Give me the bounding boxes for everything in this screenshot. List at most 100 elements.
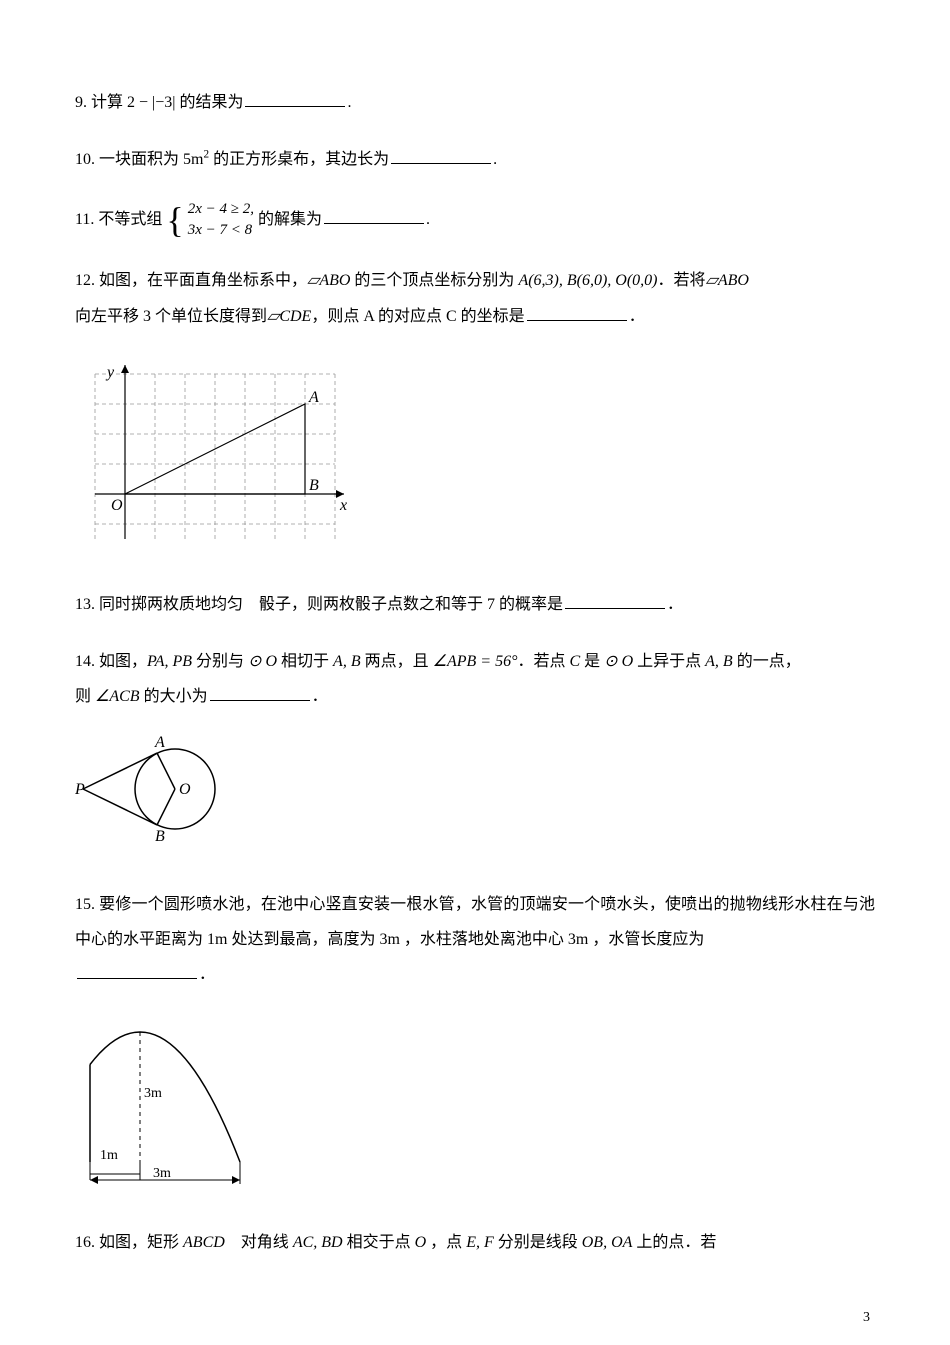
- q10-text: 10. 一块面积为 5m2 的正方形桌布，其边长为.: [75, 151, 497, 168]
- q12-l1p3: ．若将: [658, 272, 706, 289]
- svg-text:O: O: [111, 497, 123, 514]
- q10-blank: [391, 145, 491, 164]
- q11-period: .: [426, 211, 430, 228]
- q9-blank: [245, 88, 345, 107]
- q11-ineq1: 2x − 4 ≥ 2,: [188, 199, 254, 220]
- q12-blank: [527, 301, 627, 320]
- q12-abo2: ▱ABO: [706, 272, 749, 289]
- q11-before: 不等式组: [98, 211, 162, 228]
- question-10: 10. 一块面积为 5m2 的正方形桌布，其边长为.: [75, 142, 875, 177]
- svg-text:3m: 3m: [153, 1166, 171, 1181]
- q12-num: 12.: [75, 272, 95, 289]
- q12-figure: OxyAB: [75, 344, 875, 565]
- q10-num: 10.: [75, 151, 95, 168]
- q14-acb: ∠ACB: [95, 688, 140, 705]
- svg-text:1m: 1m: [100, 1148, 118, 1163]
- q13-blank: [565, 589, 665, 608]
- q16-p5: 分别是线段: [494, 1234, 582, 1251]
- question-13: 13. 同时掷两枚质地均匀 骰子，则两枚骰子点数之和等于 7 的概率是 ．: [75, 587, 875, 622]
- q13-body: 同时掷两枚质地均匀 骰子，则两枚骰子点数之和等于 7 的概率是: [99, 596, 563, 613]
- q9-text: 9. 计算 2 − |−3| 的结果为.: [75, 94, 351, 111]
- q11-brace-content: 2x − 4 ≥ 2, 3x − 7 < 8: [188, 199, 254, 241]
- q16-p2: 对角线: [225, 1234, 293, 1251]
- q11-after: 的解集为: [258, 211, 322, 228]
- question-12: 12. 如图，在平面直角坐标系中，▱ABO 的三个顶点坐标分别为 A(6,3),…: [75, 263, 875, 564]
- q12-abo: ▱ABO: [307, 272, 350, 289]
- q15-num: 15.: [75, 896, 95, 913]
- q11-brace: {: [166, 202, 183, 238]
- question-16: 16. 如图，矩形 ABCD 对角线 AC, BD 相交于点 O ，点 E, F…: [75, 1225, 875, 1260]
- q15-text: 15. 要修一个圆形喷水池，在池中心竖直安装一根水管，水管的顶端安一个喷水头，使…: [75, 887, 875, 957]
- q14-ab2: A, B: [705, 653, 733, 670]
- q14-l1p6: 是: [580, 653, 604, 670]
- q12-coordinate-figure: OxyAB: [75, 344, 355, 554]
- q12-period: ．: [629, 308, 645, 325]
- q12-line2: 向左平移 3 个单位长度得到▱CDE，则点 A 的对应点 C 的坐标是 ．: [75, 299, 875, 334]
- q11-brace-group: { 2x − 4 ≥ 2, 3x − 7 < 8: [166, 199, 254, 241]
- q15-parabola-figure: 3m 1m 3m: [75, 1002, 275, 1192]
- svg-text:A: A: [154, 734, 165, 751]
- q14-l2p2: 的大小为: [140, 688, 208, 705]
- q12-l2p1: 向左平移 3 个单位长度得到: [75, 308, 267, 325]
- svg-text:A: A: [308, 389, 319, 406]
- q16-p6: 上的点．若: [632, 1234, 716, 1251]
- q14-line1: 14. 如图，PA, PB 分别与 ⊙ O 相切于 A, B 两点，且 ∠APB…: [75, 644, 875, 679]
- q11-text: 11. 不等式组 { 2x − 4 ≥ 2, 3x − 7 < 8 的解集为.: [75, 211, 430, 228]
- q14-papb: PA, PB: [147, 653, 192, 670]
- q15-blank: [77, 960, 197, 979]
- q10-expr: 5m: [183, 151, 203, 168]
- q14-circleo: ⊙ O: [248, 653, 277, 670]
- svg-text:3m: 3m: [144, 1086, 162, 1101]
- q14-l1p4: 两点，且: [361, 653, 433, 670]
- question-14: 14. 如图，PA, PB 分别与 ⊙ O 相切于 A, B 两点，且 ∠APB…: [75, 644, 875, 865]
- q13-period: ．: [667, 596, 683, 613]
- q15-period: ．: [199, 966, 215, 983]
- q16-o: O: [415, 1234, 427, 1251]
- q12-l2p2: ，则点 A 的对应点 C 的坐标是: [311, 308, 524, 325]
- q14-period: ．: [312, 688, 328, 705]
- q14-l1p2: 分别与: [192, 653, 248, 670]
- q16-p3: 相交于点: [343, 1234, 415, 1251]
- q14-blank: [210, 682, 310, 701]
- q15-blankline: ．: [75, 957, 875, 992]
- q16-acbd: AC, BD: [293, 1234, 343, 1251]
- svg-text:B: B: [309, 477, 319, 494]
- question-11: 11. 不等式组 { 2x − 4 ≥ 2, 3x − 7 < 8 的解集为.: [75, 199, 875, 241]
- q14-l2p1: 则: [75, 688, 95, 705]
- q14-c: C: [569, 653, 580, 670]
- svg-text:P: P: [75, 781, 85, 798]
- q14-l1p8: 的一点，: [733, 653, 801, 670]
- q10-period: .: [493, 151, 497, 168]
- q11-num: 11.: [75, 211, 94, 228]
- q14-circleo2: ⊙ O: [604, 653, 633, 670]
- q15-figure: 3m 1m 3m: [75, 1002, 875, 1203]
- q14-line2: 则 ∠ACB 的大小为 ．: [75, 679, 875, 714]
- svg-text:O: O: [179, 781, 191, 798]
- q12-cde: ▱CDE: [267, 308, 311, 325]
- q16-abcd: ABCD: [183, 1234, 225, 1251]
- svg-text:B: B: [155, 828, 165, 845]
- q14-l1p3: 相切于: [277, 653, 333, 670]
- q14-l1p1: 如图，: [99, 653, 147, 670]
- q16-ef: E, F: [466, 1234, 494, 1251]
- q12-l1p1: 如图，在平面直角坐标系中，: [99, 272, 307, 289]
- q14-circle-figure: P A B O: [75, 724, 235, 854]
- q14-ab: A, B: [333, 653, 361, 670]
- q16-text: 16. 如图，矩形 ABCD 对角线 AC, BD 相交于点 O ，点 E, F…: [75, 1234, 716, 1251]
- q10-before: 一块面积为: [99, 151, 179, 168]
- page-number: 3: [863, 1305, 870, 1330]
- q14-num: 14.: [75, 653, 95, 670]
- q9-period: .: [347, 94, 351, 111]
- q14-l1p7: 上异于点: [633, 653, 705, 670]
- q13-num: 13.: [75, 596, 95, 613]
- q9-expr: 2 − |−3|: [127, 94, 175, 111]
- q9-num: 9.: [75, 94, 87, 111]
- q11-blank: [324, 205, 424, 224]
- q16-p4: ，点: [426, 1234, 466, 1251]
- q14-apb: ∠APB = 56°: [433, 653, 518, 670]
- q14-l1p5: ．若点: [517, 653, 569, 670]
- q10-sup: 2: [203, 149, 209, 161]
- q9-before: 计算: [91, 94, 123, 111]
- q13-text: 13. 同时掷两枚质地均匀 骰子，则两枚骰子点数之和等于 7 的概率是 ．: [75, 596, 683, 613]
- q10-mid: 的正方形桌布，其边长为: [213, 151, 389, 168]
